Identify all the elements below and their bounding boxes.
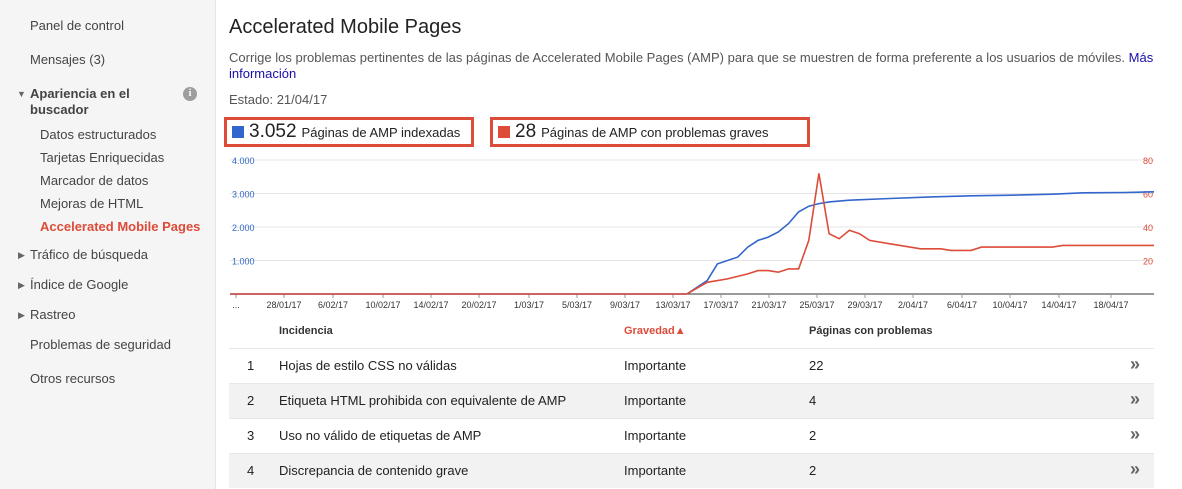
x-tick-label: 6/02/17 [318,300,348,310]
sidebar-item-panel-de-control[interactable]: Panel de control [30,18,124,33]
y-left-tick-label: 1.000 [232,257,255,267]
x-tick-label: 9/03/17 [610,300,640,310]
sidebar-item-label: buscador [30,102,89,117]
sidebar-item-rastreo[interactable]: Rastreo [30,307,76,322]
x-tick-label: ... [232,300,240,310]
caret-right-icon[interactable]: ▶ [18,250,25,260]
severity: Importante [624,358,687,373]
sort-asc-icon: ▲ [674,325,686,337]
info-icon[interactable]: i [183,87,197,101]
indexed-label: Páginas de AMP indexadas [301,124,461,140]
y-left-tick-label: 2.000 [232,223,255,233]
caret-right-icon[interactable]: ▶ [18,310,25,320]
sidebar-item-apariencia[interactable]: Apariencia en el buscador [30,86,130,118]
status-date: Estado: 21/04/17 [229,92,328,107]
y-right-tick-label: 20 [1143,257,1153,267]
x-tick-label: 18/04/17 [1093,300,1128,310]
series-line [230,173,1154,295]
row-number: 4 [247,463,255,478]
page-description: Corrige los problemas pertinentes de las… [229,50,1164,82]
y-right-tick-label: 60 [1143,190,1153,200]
sidebar-subitem-datos-estructurados[interactable]: Datos estructurados [40,127,157,142]
severity: Importante [624,463,687,478]
blue-swatch-icon [232,126,244,138]
issue-name: Hojas de estilo CSS no válidas [279,358,457,373]
sidebar-item-label: Apariencia en el [30,86,130,101]
description-text: Corrige los problemas pertinentes de las… [229,50,1129,65]
y-left-tick-label: 3.000 [232,190,255,200]
col-header-paginas[interactable]: Páginas con problemas [809,325,933,337]
row-number: 1 [247,358,255,373]
chevron-right-icon[interactable]: » [1129,354,1140,374]
y-right-tick-label: 80 [1143,156,1153,166]
chevron-right-icon[interactable]: » [1129,389,1140,409]
table-row[interactable]: 3 Uso no válido de etiquetas de AMP Import… [229,418,1154,453]
chevron-right-icon[interactable]: » [1129,459,1140,479]
amp-chart: 4.000 3.000 2.000 1.000 80 60 40 20... 28/01/17 6… [230,156,1155,310]
col-header-gravedad-label: Gravedad [624,325,675,337]
x-tick-label: 13/03/17 [655,300,690,310]
caret-down-icon[interactable]: ▼ [17,89,26,99]
sidebar-subitem-accelerated-mobile-pages[interactable]: Accelerated Mobile Pages [40,219,201,234]
indexed-count: 3.052 [249,121,297,142]
sidebar-item-problemas-de-seguridad[interactable]: Problemas de seguridad [30,337,171,352]
chevron-right-icon[interactable]: » [1129,424,1140,444]
table-row[interactable]: 2 Etiqueta HTML prohibida con equivalente… [229,383,1154,418]
issue-name: Discrepancia de contenido grave [279,463,469,478]
table-row[interactable]: 4 Discrepancia de contenido grave Importan… [229,453,1154,488]
sidebar-subitem-marcador-de-datos[interactable]: Marcador de datos [40,173,149,188]
x-tick-label: 29/03/17 [847,300,882,310]
more-info-link[interactable]: Más información [229,50,1153,81]
x-tick-label: 14/02/17 [413,300,448,310]
x-tick-label: 21/03/17 [751,300,786,310]
sidebar-subitem-tarjetas-enriquecidas[interactable]: Tarjetas Enriquecidas [40,150,165,165]
y-right-tick-label: 40 [1143,223,1153,233]
pages-count: 2 [809,463,817,478]
x-tick-label: 2/04/17 [898,300,928,310]
x-tick-label: 5/03/17 [562,300,592,310]
x-tick-label: 28/01/17 [266,300,301,310]
more-info-link-text: información [229,66,297,81]
caret-right-icon[interactable]: ▶ [18,280,25,290]
col-header-gravedad[interactable]: Gravedad▲ [624,325,686,337]
sidebar-subitem-mejoras-de-html[interactable]: Mejoras de HTML [40,196,144,211]
pages-count: 2 [809,428,817,443]
legend-indexed[interactable]: 3.052 Páginas de AMP indexadas [224,117,474,147]
issue-name: Etiqueta HTML prohibida con equivalente … [279,393,567,408]
errors-count: 28 [515,121,537,142]
more-info-link-text: Más [1128,50,1154,65]
series-line [230,191,1155,295]
legend-errors[interactable]: 28 Páginas de AMP con problemas graves [490,117,810,147]
x-tick-label: 14/04/17 [1041,300,1076,310]
sidebar-item-indice-de-google[interactable]: Índice de Google [30,277,129,292]
sidebar-item-otros-recursos[interactable]: Otros recursos [30,371,116,386]
errors-label: Páginas de AMP con problemas graves [541,124,769,140]
x-tick-label: 10/04/17 [992,300,1027,310]
sidebar: Panel de control Mensajes (3) ▼ Aparienc… [0,0,216,489]
pages-count: 22 [809,358,824,373]
sidebar-item-trafico-de-busqueda[interactable]: Tráfico de búsqueda [30,247,149,262]
row-number: 3 [247,428,255,443]
row-number: 2 [247,393,255,408]
sidebar-item-mensajes[interactable]: Mensajes (3) [30,52,106,67]
col-header-incidencia[interactable]: Incidencia [279,325,333,337]
issue-name: Uso no válido de etiquetas de AMP [279,428,482,443]
red-swatch-icon [498,126,510,138]
y-left-tick-label: 4.000 [232,156,255,166]
pages-count: 4 [809,393,817,408]
x-tick-label: 20/02/17 [461,300,496,310]
x-tick-label: 1/03/17 [514,300,544,310]
severity: Importante [624,428,687,443]
x-tick-label: 10/02/17 [365,300,400,310]
x-tick-label: 17/03/17 [703,300,738,310]
table-row[interactable]: 1 Hojas de estilo CSS no válidas Important… [229,348,1154,383]
page-title: Accelerated Mobile Pages [229,16,462,38]
severity: Importante [624,393,687,408]
x-tick-label: 25/03/17 [799,300,834,310]
x-tick-label: 6/04/17 [947,300,977,310]
